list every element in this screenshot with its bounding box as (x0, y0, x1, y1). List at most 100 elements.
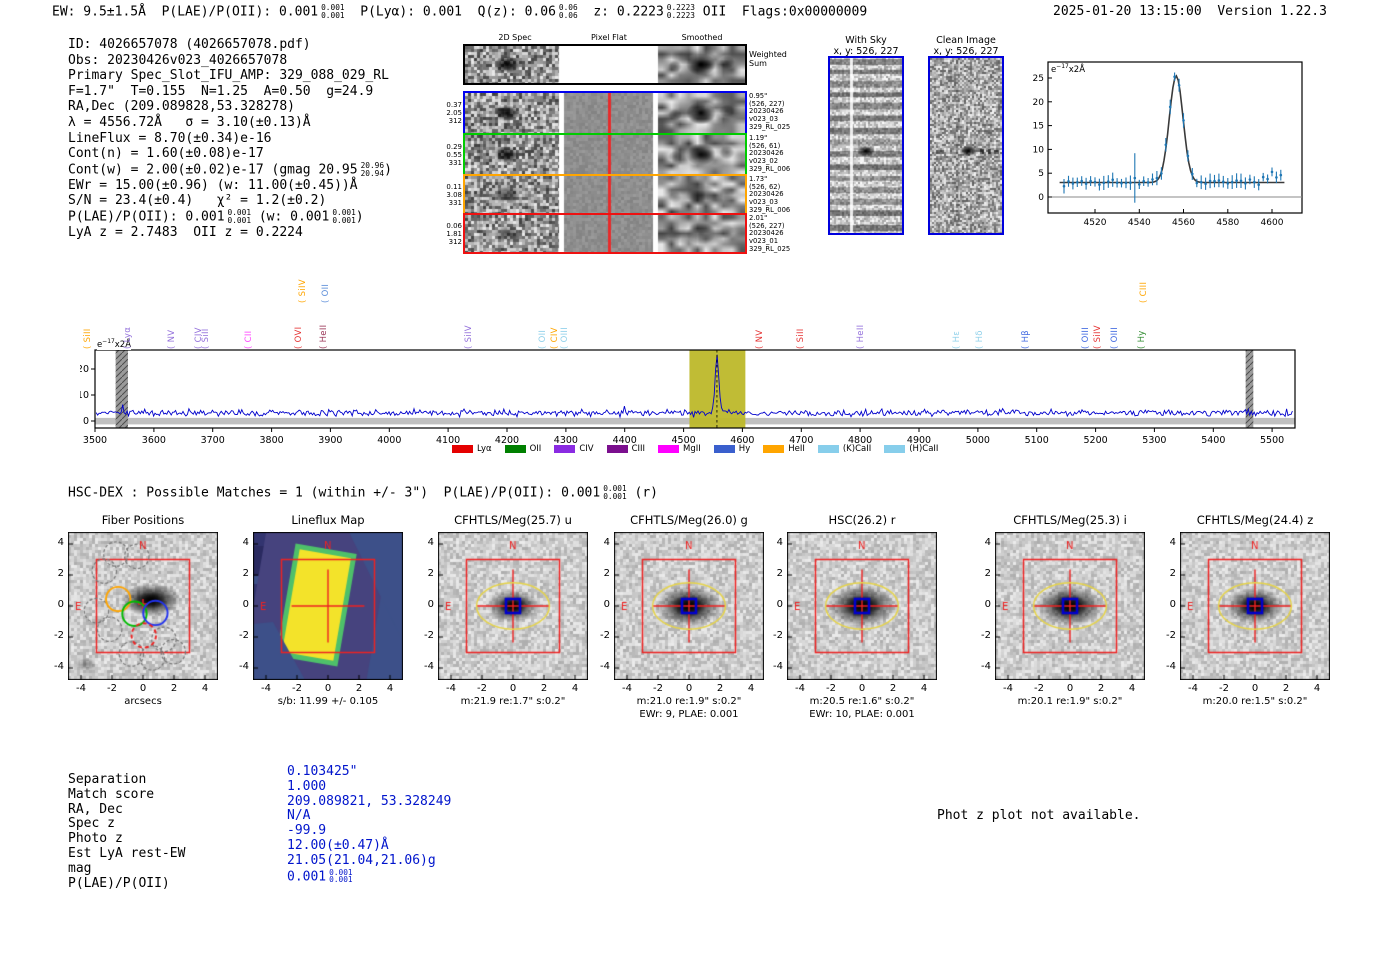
cutout-image (1180, 532, 1330, 680)
cutout-x-tick: 2 (355, 683, 363, 694)
cutout-y-tick: 4 (1169, 537, 1176, 548)
svg-text:5100: 5100 (1025, 435, 1049, 446)
line-marker-label: ( CII (243, 330, 254, 349)
cutout-x-tick: 4 (747, 683, 755, 694)
twod-row-image (464, 92, 745, 133)
stacked-uncertainty: 0.001 0.001 (227, 207, 252, 225)
sky-canvas (929, 57, 1002, 233)
twod-row-left-labels: 0.29 0.55 331 (446, 142, 462, 167)
cutout-y-tick: -4 (239, 661, 249, 672)
cutout-x-tick: -4 (76, 683, 86, 694)
sky-panel-title: Clean Image x, y: 526, 227 (933, 35, 999, 57)
line-marker-label: ( OII (538, 329, 549, 349)
match-row-value: -99.9 (287, 823, 451, 839)
twod-row-right-labels: 1.73" (526, 62) 20230426 v023_03 329_RL_006 (749, 175, 791, 214)
svg-text:4300: 4300 (554, 435, 578, 446)
text-segment: HSC-DEX : Possible Matches = 1 (within +… (68, 485, 601, 501)
cutout-y-tick: 0 (427, 599, 434, 610)
header-summary-line: EW: 9.5±1.5Å P(LAE)/P(OII): 0.001 0.001 0.… (52, 4, 867, 20)
twod-spec-row (462, 132, 747, 176)
svg-text:4100: 4100 (436, 435, 460, 446)
svg-text:4800: 4800 (848, 435, 872, 446)
twod-row-right-labels: 0.95" (526, 227) 20230426 v023_03 329_RL_025 (749, 92, 791, 131)
match-row-value: 0.103425" (287, 764, 451, 780)
cutout-x-tick: -4 (261, 683, 271, 694)
sky-panel-image (927, 55, 1004, 235)
cutout-x-tick: 2 (889, 683, 897, 694)
cutout-image (787, 532, 937, 680)
legend-label: CIII (631, 444, 646, 454)
svg-text:3500: 3500 (83, 435, 107, 446)
legend-swatch (713, 445, 735, 453)
cutout-x-tick: -2 (826, 683, 836, 694)
cutout-y-tick: 0 (1169, 599, 1176, 610)
info-line: S/N = 23.4(±0.4) χ² = 1.2(±0.2) (68, 193, 392, 209)
text-segment: Cont(w) = 2.00(±0.02)e-17 (gmag 20.95 (68, 162, 358, 178)
info-line: ID: 4026657078 (4026657078.pdf) (68, 37, 392, 53)
cutout-xlabel: m:20.0 re:1.5" s:0.2" (1202, 696, 1308, 707)
match-row-value: 0.001 0.001 0.001 (287, 868, 451, 885)
text-segment: P(Lyα): 0.001 Q(z): 0.06 (344, 4, 556, 20)
stacked-uncertainty: 20.96 20.94 (360, 160, 385, 178)
twod-row-left-labels: 0.11 3.08 331 (446, 183, 462, 207)
cutout-x-tick: 4 (1313, 683, 1321, 694)
line-marker-label: ( OII (321, 283, 332, 303)
twod-column-title: Smoothed (681, 33, 723, 42)
legend-label: CIV (579, 444, 594, 454)
cutout-y-tick: 2 (776, 568, 783, 579)
svg-text:20: 20 (80, 364, 89, 375)
match-row-value: 12.00(±0.47)Å (287, 838, 451, 854)
text-segment: ID: 4026657078 (4026657078.pdf) (68, 37, 311, 52)
svg-text:5400: 5400 (1201, 435, 1225, 446)
cutout-y-tick: -2 (424, 630, 434, 641)
legend-swatch (658, 445, 680, 453)
svg-text:0: 0 (1038, 193, 1044, 203)
text-segment: 1.000 (287, 778, 327, 794)
line-marker-label: ( SiIV (298, 279, 309, 303)
cutout-xlabel: m:21.0 re:1.9" s:0.2" (636, 696, 742, 707)
cutout-x-tick: 2 (170, 683, 178, 694)
line-marker-label: ( SiII (83, 328, 94, 349)
cutout-y-tick: -4 (54, 661, 64, 672)
match-row-label: mag (68, 860, 92, 876)
cutout-x-tick: 4 (1128, 683, 1136, 694)
stacked-uncertainty: 0.001 0.001 (332, 207, 356, 225)
text-segment: EWr = 15.00(±0.96) (w: 11.00(±0.45))Å (68, 177, 358, 193)
legend-swatch (606, 445, 628, 453)
cutout-image (68, 532, 218, 680)
svg-text:5000: 5000 (966, 435, 990, 446)
cutout-x-tick: 0 (509, 683, 517, 694)
cutout-x-tick: 0 (1251, 683, 1259, 694)
svg-text:3800: 3800 (260, 435, 284, 446)
main-spectrum-svg: 3500 3600 3700 3800 3900 4000 4100 4200 4300 4400… (77, 349, 1296, 446)
info-line: Cont(w) = 2.00(±0.02)e-17 (gmag 20.95 20.… (68, 160, 392, 178)
line-marker-label: ( CIV (549, 327, 560, 349)
cutout-y-tick: 4 (427, 537, 434, 548)
cutout-x-tick: 0 (858, 683, 866, 694)
line-marker-label: ( HeII (855, 324, 866, 349)
legend-label: HeII (788, 444, 805, 454)
info-line: F=1.7" T=0.155 N=1.25 A=0.50 g=24.9 (68, 84, 392, 100)
twod-column-title: 2D Spec (498, 33, 532, 42)
info-line: λ = 4556.72Å σ = 3.10(±0.13)Å (68, 115, 392, 131)
sky-canvas (829, 57, 902, 233)
twod-row-right-labels: 1.19" (526, 61) 20230426 v023_02 329_RL_006 (749, 134, 791, 173)
text-segment: 0.001 (287, 868, 327, 884)
cutout-x-tick: -4 (795, 683, 805, 694)
twod-weighted-row (462, 43, 747, 85)
stacked-uncertainty: 0.001 0.001 (603, 484, 627, 501)
line-marker-label: ( Lyα (123, 326, 134, 349)
cutout-x-tick: -2 (653, 683, 663, 694)
inset-unit-label: e−17x2Å (1051, 63, 1086, 75)
cutout-y-tick: 0 (603, 599, 610, 610)
text-segment: LineFlux = 8.70(±0.34)e-16 (68, 130, 272, 146)
cutout-x-tick: -4 (446, 683, 456, 694)
svg-text:4520: 4520 (1084, 218, 1107, 228)
info-line: EWr = 15.00(±0.96) (w: 11.00(±0.45))Å (68, 178, 392, 194)
svg-text:15: 15 (1033, 122, 1044, 132)
text-segment: 209.089821, 53.328249 (287, 793, 452, 809)
twod-row-image (464, 134, 745, 174)
svg-text:4000: 4000 (377, 435, 401, 446)
svg-text:4200: 4200 (495, 435, 519, 446)
